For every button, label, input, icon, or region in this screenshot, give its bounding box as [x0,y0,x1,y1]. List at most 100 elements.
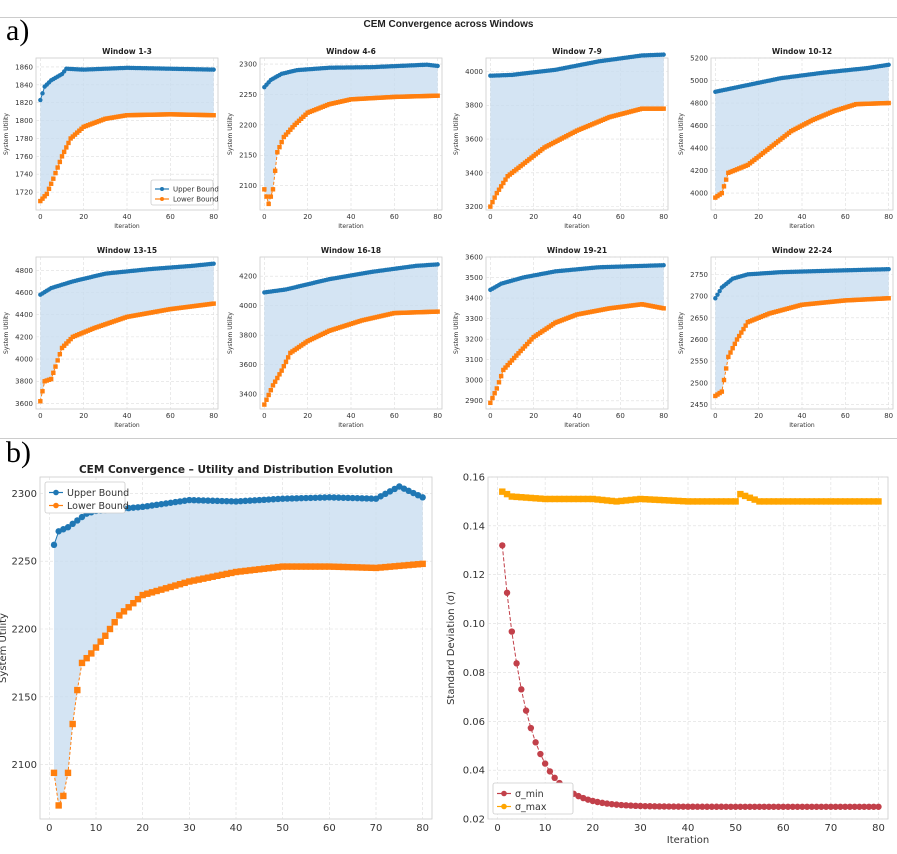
data-point [794,803,801,810]
x-tick-label: 30 [634,823,647,834]
x-tick-label: 80 [659,213,668,221]
data-point [808,803,816,810]
data-point [694,803,701,810]
y-tick-label: 2150 [239,152,257,160]
y-tick-label: 0.08 [463,668,485,679]
data-point [496,380,502,385]
data-point [279,368,284,373]
data-point [130,504,137,511]
data-point [59,154,65,159]
data-point [256,496,263,504]
y-tick-label: 3500 [465,274,483,282]
data-point [827,803,835,810]
data-point [551,495,558,503]
data-point [55,165,60,170]
data-point [268,387,274,393]
y-tick-label: 4800 [15,267,33,275]
data-point [723,366,729,371]
data-point [870,498,877,505]
chart-4: 0 20 40 60 80 4000 4200 4400 4600 4800 5000 5200 Win… [678,47,894,230]
data-point [111,619,118,626]
data-point [321,563,328,570]
data-point [684,803,692,810]
data-point [335,563,342,571]
data-point [60,792,67,800]
top-divider [0,17,897,18]
data-point [264,397,269,402]
data-point [613,498,620,505]
data-point [270,383,276,388]
data-point [270,496,277,503]
band-fill [264,64,438,204]
data-point [546,495,554,503]
data-point [251,497,258,504]
data-point [264,194,269,199]
x-tick-label: 10 [539,823,552,834]
data-point [405,561,412,569]
chart-10: 0 10 20 30 40 50 60 70 80 0.02 0.04 0.06 0.08 0.10 0.1… [446,473,889,846]
data-point [841,803,849,810]
data-point [284,563,291,570]
data-point [288,495,296,502]
data-point [302,494,310,502]
data-point [886,100,891,106]
y-tick-label: 4200 [690,167,708,175]
data-point [176,581,184,588]
data-point [846,803,854,810]
x-axis-label: Iteration [338,223,364,230]
y-tick-label: 1800 [15,117,33,125]
data-point [61,149,67,155]
y-axis-label: System Utility [678,113,685,155]
data-point [272,168,278,173]
data-point [167,499,174,506]
data-point [589,495,596,503]
chart-title: Window 16-18 [321,246,381,255]
data-point [675,497,682,505]
data-point [741,492,749,500]
data-point [275,375,280,381]
data-point [886,62,891,67]
legend-swatch-marker [53,502,59,509]
data-point [275,150,280,155]
data-point [832,498,839,505]
data-point [703,498,711,505]
data-point [886,266,891,272]
data-point [285,355,291,360]
data-point [751,496,758,503]
data-point [546,768,554,775]
data-point [293,563,300,570]
data-point [200,575,207,582]
y-tick-label: 2450 [690,401,708,409]
data-point [789,498,796,505]
data-point [279,139,284,145]
x-tick-label: 10 [90,823,103,834]
data-point [708,498,716,505]
data-point [665,497,673,504]
data-point [501,180,506,186]
data-point [608,800,616,808]
data-point [242,497,249,505]
data-point [741,803,749,810]
data-point [419,494,426,501]
data-point [38,399,43,404]
band-fill [264,264,438,405]
x-tick-label: 40 [123,213,132,221]
data-point [50,769,58,777]
data-point [713,498,720,505]
data-point [97,638,104,645]
data-point [541,760,549,767]
data-point [285,129,291,135]
data-point [541,495,549,503]
band-fill [715,269,889,396]
data-point [522,494,530,501]
data-point [414,561,422,568]
data-point [851,803,858,810]
y-tick-label: 2100 [239,182,257,190]
data-point [514,353,519,358]
data-point [232,498,240,505]
data-point [556,495,563,503]
y-tick-label: 0.04 [463,766,485,777]
data-point [875,803,882,810]
data-point [218,571,226,579]
y-tick-label: 4200 [239,273,257,281]
